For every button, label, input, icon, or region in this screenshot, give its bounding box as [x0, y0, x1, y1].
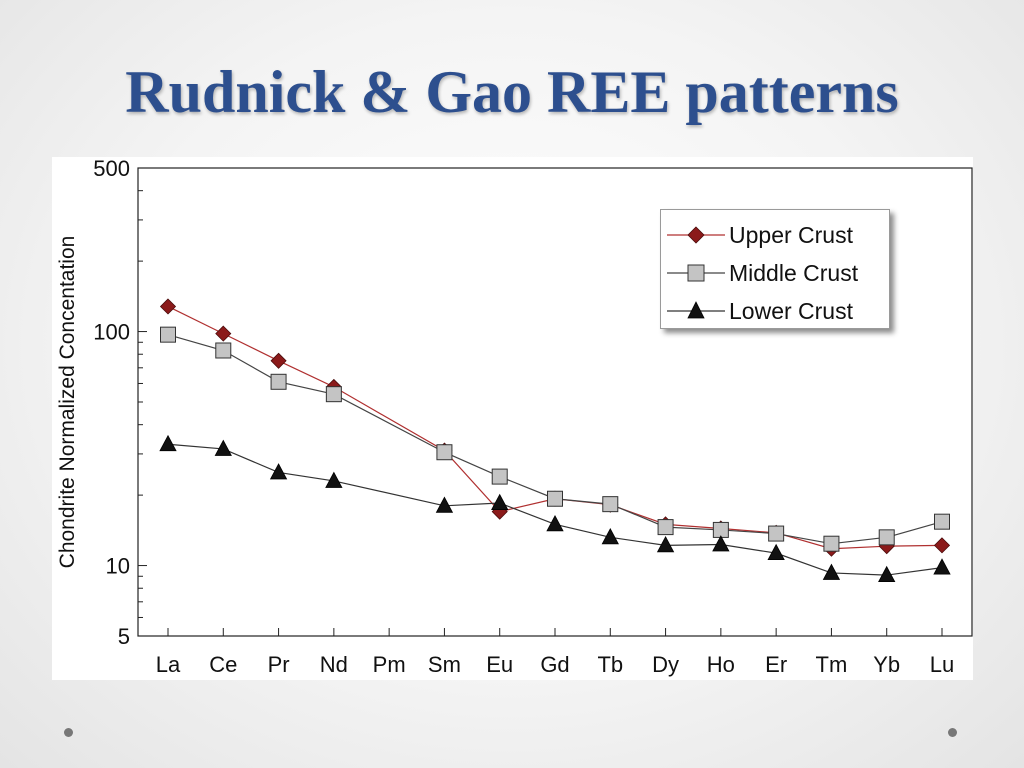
point-middle-crust: [602, 496, 619, 513]
point-upper-crust: [159, 298, 177, 315]
legend-label-middle-crust: Middle Crust: [729, 260, 859, 286]
x-tick-label: Tb: [597, 652, 623, 677]
point-middle-crust: [934, 513, 950, 530]
point-lower-crust: [601, 527, 619, 545]
point-middle-crust: [160, 326, 176, 343]
legend-swatch-middle-crust: [667, 264, 725, 282]
point-lower-crust: [767, 543, 785, 561]
x-tick-label: Gd: [540, 652, 569, 677]
point-lower-crust: [878, 565, 896, 583]
point-upper-crust: [933, 537, 951, 554]
series-line-middle-crust: [167, 334, 943, 545]
x-tick-label: Pm: [373, 652, 406, 677]
x-tick-label: Sm: [428, 652, 461, 677]
x-tick-label: Eu: [486, 652, 513, 677]
point-middle-crust: [657, 519, 674, 536]
x-tick-label: Tm: [816, 652, 848, 677]
y-tick-label: 5: [118, 624, 130, 649]
x-tick-label: Yb: [873, 652, 900, 677]
legend-label-lower-crust: Lower Crust: [729, 298, 853, 324]
point-middle-crust: [878, 529, 895, 546]
x-tick-label: Er: [765, 652, 787, 677]
y-tick-label: 100: [93, 320, 130, 345]
point-lower-crust: [546, 515, 564, 532]
point-lower-crust: [712, 535, 730, 552]
x-tick-label: Ce: [209, 652, 237, 677]
point-middle-crust: [491, 468, 508, 485]
point-middle-crust: [547, 490, 563, 507]
slide-title: Rudnick & Gao REE patterns: [125, 59, 899, 125]
legend-label-upper-crust: Upper Crust: [729, 222, 853, 248]
point-middle-crust: [325, 386, 342, 403]
x-tick-label: Lu: [930, 652, 954, 677]
point-middle-crust: [436, 444, 453, 461]
x-tick-label: La: [156, 652, 181, 677]
point-lower-crust: [435, 496, 454, 513]
point-upper-crust: [270, 352, 287, 369]
x-tick-label: Pr: [268, 652, 290, 677]
x-tick-label: Dy: [652, 652, 679, 677]
nav-dot-right: [948, 728, 957, 737]
point-lower-crust: [214, 439, 232, 456]
y-tick-label: 10: [106, 554, 130, 579]
ree-chart: 5 10 100 500 Chondrite Normalized Concentati…: [56, 157, 973, 677]
legend-swatch-upper-crust: [667, 226, 725, 244]
point-middle-crust: [270, 373, 287, 390]
series-line-upper-crust: [167, 305, 943, 550]
chart-panel: 5 10 100 500 Chondrite Normalized Concentati…: [52, 157, 973, 680]
point-lower-crust: [325, 471, 343, 488]
x-tick-label: Ho: [707, 652, 735, 677]
series-line-lower-crust: [167, 443, 943, 576]
x-tick-label: Nd: [320, 652, 348, 677]
y-axis-label: Chondrite Normalized Concentation: [56, 236, 79, 569]
chart-legend: Upper Crust Middle Crust Lower Crust: [660, 209, 890, 329]
nav-dot-left: [64, 728, 73, 737]
point-lower-crust: [933, 558, 951, 575]
legend-swatch-lower-crust: [667, 301, 725, 319]
point-middle-crust: [768, 525, 785, 542]
point-lower-crust: [656, 536, 675, 553]
point-lower-crust: [491, 493, 509, 510]
point-lower-crust: [159, 434, 177, 452]
point-middle-crust: [823, 535, 840, 552]
point-upper-crust: [215, 325, 232, 342]
point-lower-crust: [822, 563, 841, 580]
point-middle-crust: [215, 342, 232, 359]
point-lower-crust: [269, 463, 288, 480]
y-tick-label: 500: [93, 157, 130, 181]
